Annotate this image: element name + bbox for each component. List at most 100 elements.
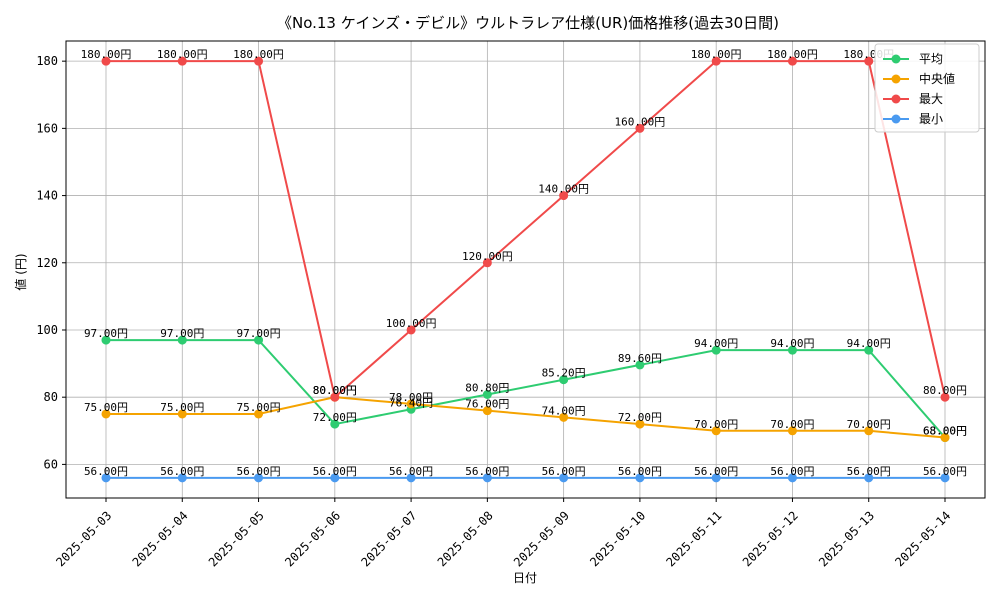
data-point (864, 56, 874, 66)
data-label: 72.00円 (618, 411, 662, 424)
y-tick-label: 80 (44, 390, 58, 404)
data-label: 78.00円 (389, 391, 433, 404)
data-point (177, 56, 187, 66)
data-point (559, 375, 569, 385)
data-point (864, 345, 874, 355)
data-label: 56.00円 (84, 465, 128, 478)
data-point (635, 123, 645, 133)
data-point (787, 345, 797, 355)
data-label: 72.00円 (313, 411, 357, 424)
data-label: 97.00円 (236, 327, 280, 340)
x-tick-label: 2025-05-12 (740, 508, 801, 569)
x-tick-label: 2025-05-06 (282, 508, 343, 569)
data-label: 68.00円 (923, 425, 967, 438)
y-tick-label: 140 (36, 189, 58, 203)
legend-marker (891, 54, 901, 64)
data-point (482, 258, 492, 268)
data-point (254, 56, 264, 66)
x-tick-label: 2025-05-13 (816, 508, 877, 569)
data-point (635, 419, 645, 429)
data-label: 68.00円 (923, 425, 967, 438)
data-label: 160.00円 (615, 115, 666, 128)
legend-box (874, 43, 980, 133)
data-label: 75.00円 (236, 401, 280, 414)
data-point (482, 390, 492, 400)
data-label: 56.00円 (313, 465, 357, 478)
data-point (101, 409, 111, 419)
x-tick-label: 2025-05-03 (53, 508, 114, 569)
x-tick-label: 2025-05-04 (130, 508, 191, 569)
legend-label: 中央値 (919, 71, 955, 86)
data-label: 97.00円 (160, 327, 204, 340)
data-point (864, 473, 874, 483)
data-label: 80.00円 (313, 384, 357, 397)
data-label: 56.00円 (847, 465, 891, 478)
data-point (330, 392, 340, 402)
data-label: 56.00円 (236, 465, 280, 478)
data-label: 80.80円 (465, 382, 509, 395)
data-label: 56.00円 (694, 465, 738, 478)
data-point (559, 191, 569, 201)
data-label: 180.00円 (767, 48, 818, 61)
data-label: 85.20円 (542, 367, 586, 380)
data-point (940, 473, 950, 483)
data-label: 56.00円 (389, 465, 433, 478)
y-tick-label: 120 (36, 256, 58, 270)
legend-label: 平均 (919, 52, 943, 66)
data-label: 56.00円 (160, 465, 204, 478)
data-label: 56.00円 (465, 465, 509, 478)
series-line (106, 396, 946, 439)
data-point (330, 419, 340, 429)
data-label: 89.60円 (618, 352, 662, 365)
data-label: 97.00円 (84, 327, 128, 340)
data-point (330, 473, 340, 483)
data-point (101, 335, 111, 345)
data-point (482, 406, 492, 416)
data-label: 56.00円 (542, 465, 586, 478)
data-point (406, 399, 416, 409)
y-tick-label: 180 (36, 54, 58, 68)
x-tick-label: 2025-05-10 (587, 508, 648, 569)
plot-frame (65, 40, 986, 499)
data-point (254, 409, 264, 419)
data-point (711, 473, 721, 483)
data-point (940, 392, 950, 402)
data-point (559, 412, 569, 422)
data-point (406, 473, 416, 483)
legend-label: 最小 (919, 112, 943, 126)
y-axis-label: 値 (円) (13, 253, 28, 290)
y-tick-label: 100 (36, 323, 58, 337)
data-point (635, 360, 645, 370)
chart-title: 《No.13 ケインズ・デビル》ウルトラレア仕様(UR)価格推移(過去30日間) (277, 14, 779, 32)
legend-marker (891, 94, 901, 104)
legend-marker (891, 114, 901, 124)
data-label: 94.00円 (847, 337, 891, 350)
data-point (787, 426, 797, 436)
y-tick-label: 160 (36, 121, 58, 135)
data-label: 120.00円 (462, 250, 513, 263)
x-axis-label: 日付 (513, 571, 537, 585)
data-point (864, 426, 874, 436)
data-label: 76.40円 (389, 396, 433, 409)
data-label: 180.00円 (157, 48, 208, 61)
x-tick-label: 2025-05-05 (206, 508, 267, 569)
data-label: 94.00円 (770, 337, 814, 350)
x-tick-label: 2025-05-11 (664, 508, 725, 569)
legend-label: 最大 (919, 92, 943, 106)
axes: 2025-05-03 2025-05-04 2025-05-05 2025-05-06… (36, 40, 986, 569)
data-point (177, 335, 187, 345)
data-point (711, 56, 721, 66)
x-tick-label: 2025-05-08 (435, 508, 496, 569)
x-tick-label: 2025-05-07 (358, 508, 419, 569)
data-point (482, 473, 492, 483)
data-point (940, 433, 950, 443)
data-label: 100.00円 (386, 317, 437, 330)
legend-marker (891, 74, 901, 84)
data-point (711, 426, 721, 436)
data-label: 74.00円 (542, 404, 586, 417)
series-line (106, 60, 946, 400)
data-label: 180.00円 (233, 48, 284, 61)
data-point (559, 473, 569, 483)
data-point (787, 473, 797, 483)
